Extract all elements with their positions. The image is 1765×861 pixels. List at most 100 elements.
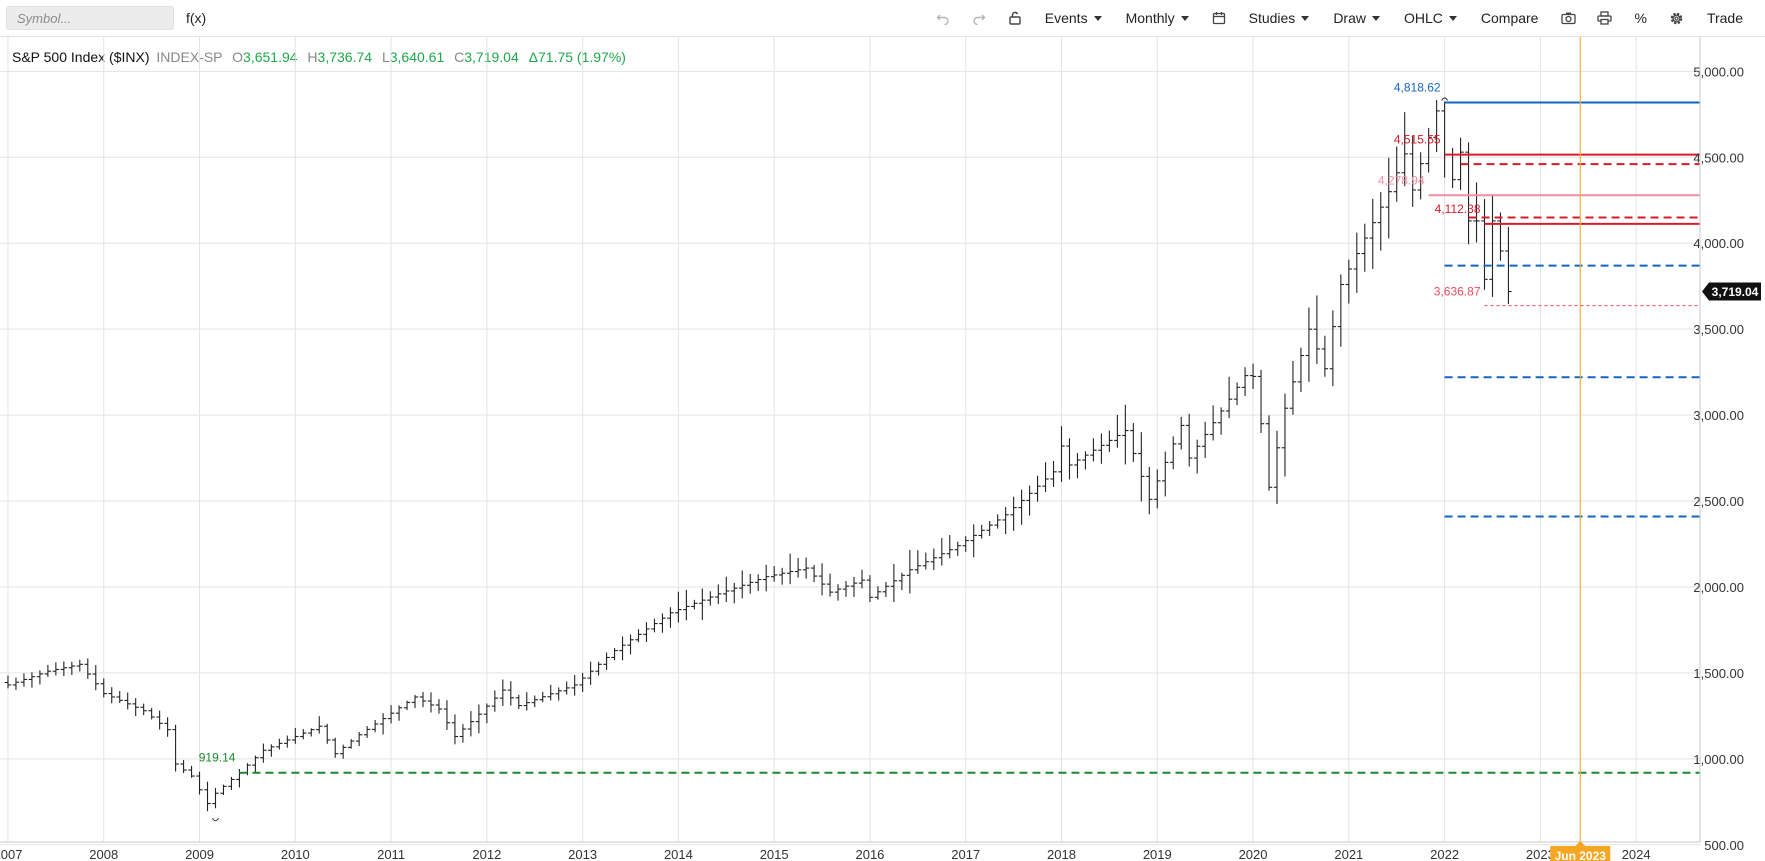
ohlc-bar: [1209, 405, 1217, 441]
ohlc-bar: [659, 613, 666, 633]
ohlc-bar: [1002, 507, 1009, 535]
x-tick-label: 2012: [472, 847, 501, 861]
ohlc-bar: [1401, 112, 1408, 187]
x-tick-label: 2013: [568, 847, 597, 861]
ohlc-bar: [1090, 438, 1097, 462]
ohlc-bar: [1098, 433, 1105, 464]
ohlc-bar: [1273, 430, 1281, 505]
ohlc-bar: [699, 588, 706, 620]
ohlc-bar: [1154, 469, 1161, 509]
gear-icon[interactable]: [1659, 0, 1695, 36]
ohlc-bar: [595, 661, 602, 676]
ohlc-bar: [140, 703, 147, 716]
studies-menu[interactable]: Studies: [1237, 0, 1322, 36]
ohlc-bar: [1201, 421, 1209, 458]
calendar-icon[interactable]: [1201, 0, 1237, 36]
ohlc-bar: [491, 690, 499, 712]
ohlc-bar: [1170, 436, 1177, 470]
ohlc-bar: [1162, 451, 1169, 497]
unlock-icon[interactable]: [997, 0, 1033, 36]
ohlc-bar: [100, 678, 107, 698]
last-price-label: 3,719.04: [1712, 285, 1759, 299]
print-icon[interactable]: [1586, 0, 1622, 36]
ohlc-bar: [1441, 101, 1448, 178]
ohlc-bar: [627, 634, 634, 655]
fx-button[interactable]: f(x): [186, 10, 207, 26]
ohlc-bar: [962, 536, 969, 552]
x-tick-label: 2024: [1622, 847, 1651, 861]
ohlc-bar: [802, 557, 810, 579]
ohlc-bar: [515, 694, 522, 710]
ohlc-bar: [611, 648, 618, 661]
ohlc-bar: [1193, 439, 1201, 474]
x-tick-label: 2019: [1143, 847, 1172, 861]
ohlc-bar: [842, 581, 850, 597]
high-marker: [1441, 97, 1449, 101]
ohlc-bar: [212, 787, 219, 809]
change-value: Δ71.75 (1.97%): [528, 49, 626, 65]
last-price-badge: 3,719.04: [1702, 282, 1761, 301]
chevron-down-icon: [1371, 15, 1380, 21]
percent-label: %: [1634, 10, 1647, 26]
ohlc-bar: [1074, 453, 1081, 479]
chart-type-menu[interactable]: OHLC: [1392, 0, 1469, 36]
ohlc-bar: [1465, 142, 1472, 245]
ohlc-bar: [1481, 199, 1488, 290]
symbol-input[interactable]: [6, 6, 174, 30]
ohlc-bar: [347, 739, 355, 749]
ohlc-bar: [20, 673, 28, 687]
ohlc-bar: [1058, 426, 1065, 482]
ohlc-bar: [866, 575, 874, 603]
ohlc-bar: [116, 691, 123, 703]
ohlc-bar: [938, 538, 945, 566]
ohlc-bar: [954, 541, 961, 556]
grid-lines: [0, 37, 1700, 846]
ohlc-bar: [786, 553, 794, 585]
exchange-label: INDEX-SP: [156, 49, 223, 65]
period-label: Monthly: [1125, 10, 1175, 26]
chart-legend: S&P 500 Index ($INX) INDEX-SP O3,651.94 …: [12, 49, 626, 65]
compare-button[interactable]: Compare: [1469, 0, 1551, 36]
ohlc-bar: [1249, 363, 1257, 389]
price-chart[interactable]: 4,818.62 4,515.55 4,278.94 4,112.38 3,636.87…: [0, 37, 1765, 861]
ohlc-bar: [292, 727, 299, 744]
ohlc-bar: [371, 719, 379, 733]
ohlc-bar: [1106, 430, 1113, 452]
ohlc-bar: [1042, 462, 1049, 493]
ohlc-bar: [906, 549, 914, 594]
chart-toolbar: f(x) Events Monthly Studies Draw OHLC Co…: [0, 0, 1765, 37]
camera-icon[interactable]: [1550, 0, 1586, 36]
draw-menu[interactable]: Draw: [1321, 0, 1392, 36]
events-menu[interactable]: Events: [1033, 0, 1114, 36]
ohlc-bar: [1010, 496, 1017, 531]
undo-icon[interactable]: [925, 0, 961, 36]
ohlc-bars: [4, 100, 1512, 812]
ohlc-bar: [874, 586, 882, 600]
ohlc-bar: [443, 700, 451, 730]
period-menu[interactable]: Monthly: [1114, 0, 1201, 36]
ohlc-bar: [571, 674, 578, 696]
ohlc-bar: [1241, 367, 1249, 396]
ohlc-bar: [1289, 360, 1297, 415]
ohlc-bar: [1257, 369, 1265, 433]
ohlc-bar: [770, 566, 778, 582]
ohlc-bar: [898, 572, 906, 591]
ohlc-bar: [818, 563, 826, 596]
redo-icon[interactable]: [961, 0, 997, 36]
x-tick-label: 2007: [0, 847, 22, 861]
trade-button[interactable]: Trade: [1695, 0, 1765, 36]
chart-type-label: OHLC: [1403, 10, 1443, 26]
x-tick-label: 2009: [185, 847, 214, 861]
drawing-lines[interactable]: 4,818.62 4,515.55 4,278.94 4,112.38 3,636.87…: [199, 81, 1700, 822]
x-tick-label: 2010: [281, 847, 310, 861]
ohlc-bar: [1353, 232, 1360, 293]
ohlc-bar: [1297, 347, 1305, 393]
percent-button[interactable]: %: [1622, 0, 1658, 36]
ohlc-bar: [1417, 152, 1424, 200]
ohlc-bar: [1178, 416, 1185, 450]
ohlc-bar: [252, 755, 259, 773]
ohlc-bar: [379, 713, 387, 735]
ohlc-bar: [427, 692, 435, 713]
chevron-down-icon: [1180, 15, 1189, 21]
ohlc-bar: [715, 584, 722, 605]
